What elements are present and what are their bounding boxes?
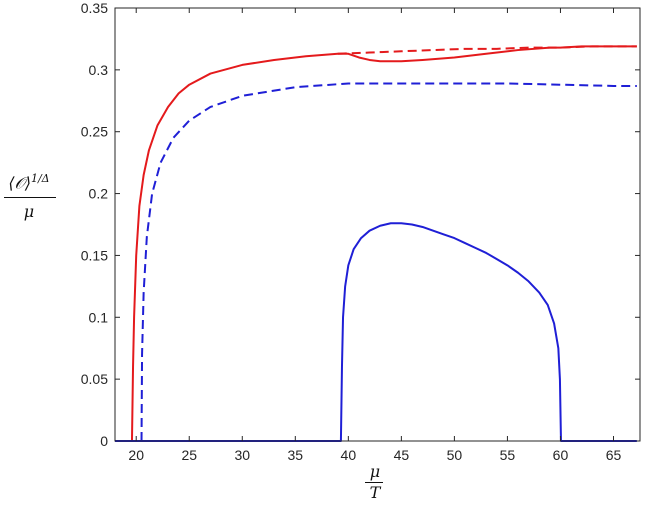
plot-frame [114,7,641,442]
y-tick-label: 0.2 [89,186,109,202]
y-tick-label: 0.15 [81,247,108,263]
y-axis-label-fraction-bar [4,197,56,198]
x-tick-label: 65 [606,447,622,463]
y-tick-label: 0.25 [81,124,108,140]
x-tick-label: 20 [128,447,144,463]
series-group [115,45,637,442]
y-axis-label-symbol: ⟨𝒪⟩ [8,173,31,193]
y-tick-label: 0.1 [89,309,109,325]
x-tick-label: 35 [288,447,304,463]
x-tick-label: 30 [234,447,250,463]
x-axis-label-fraction-bar [365,482,383,483]
x-axis-label-numerator: μ [369,462,381,481]
x-tick-label: 40 [341,447,357,463]
y-tick-label: 0.3 [89,62,109,78]
x-tick-label: 50 [447,447,463,463]
series-line-2 [337,45,637,55]
y-axis-label-denominator: μ [23,202,35,221]
series-line-1 [115,45,637,442]
y-tick-label: 0.05 [81,371,108,387]
x-axis-label-denominator: T [369,483,381,502]
series-line-3 [140,82,637,442]
y-axis-label-numerator: ⟨𝒪⟩1/Δ [0,170,58,192]
series-line-4 [115,222,637,442]
x-tick-label: 45 [394,447,410,463]
x-tick-label: 55 [500,447,516,463]
y-tick-label: 0.35 [81,0,108,16]
tick-group: 20 25 30 35 40 45 50 55 60 65 0 0.05 0.1 0.15 0.2 0.25 0… [81,0,640,463]
x-tick-label: 60 [553,447,569,463]
x-tick-label: 25 [181,447,197,463]
y-tick-label: 0 [100,433,108,449]
y-axis-label-exponent: 1/Δ [30,172,50,185]
